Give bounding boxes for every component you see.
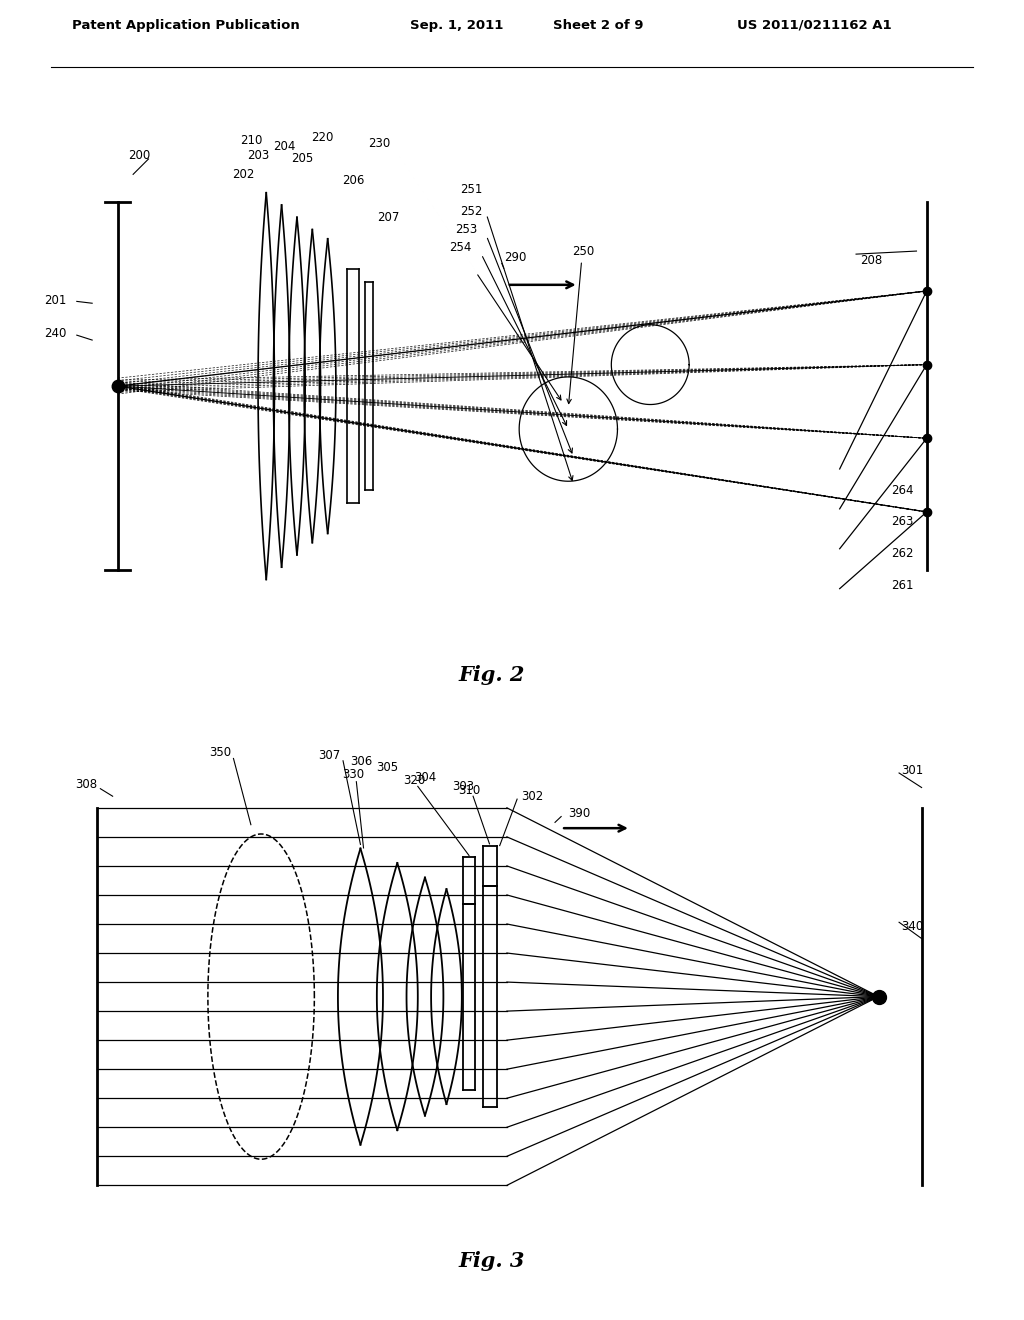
Text: 262: 262 <box>891 546 913 560</box>
Text: Sep. 1, 2011: Sep. 1, 2011 <box>410 18 503 32</box>
Text: 350: 350 <box>209 746 231 759</box>
Text: 253: 253 <box>455 223 477 236</box>
Text: 301: 301 <box>901 763 924 776</box>
Text: 210: 210 <box>240 135 262 147</box>
Text: 330: 330 <box>342 768 365 781</box>
Text: 340: 340 <box>901 920 924 933</box>
Text: 261: 261 <box>891 579 913 593</box>
Text: 203: 203 <box>247 149 269 162</box>
Text: 201: 201 <box>44 293 67 306</box>
Text: 307: 307 <box>318 748 341 762</box>
Text: 302: 302 <box>521 789 544 803</box>
Text: Patent Application Publication: Patent Application Publication <box>72 18 299 32</box>
Text: 200: 200 <box>128 149 151 162</box>
Text: 206: 206 <box>342 174 365 187</box>
Text: Sheet 2 of 9: Sheet 2 of 9 <box>553 18 643 32</box>
Text: 205: 205 <box>291 153 313 165</box>
Text: US 2011/0211162 A1: US 2011/0211162 A1 <box>737 18 892 32</box>
Text: Fig. 3: Fig. 3 <box>459 1251 524 1271</box>
Text: 202: 202 <box>232 168 255 181</box>
Text: 208: 208 <box>860 253 883 267</box>
Text: 230: 230 <box>368 137 390 150</box>
Text: 207: 207 <box>377 211 399 224</box>
Text: 220: 220 <box>311 131 334 144</box>
Text: 250: 250 <box>572 244 595 257</box>
Text: 290: 290 <box>504 251 526 264</box>
Text: 320: 320 <box>403 774 426 787</box>
Text: 305: 305 <box>376 760 398 774</box>
Text: 264: 264 <box>891 484 913 496</box>
Text: 304: 304 <box>414 771 436 784</box>
Text: 252: 252 <box>460 205 482 218</box>
Text: 303: 303 <box>452 780 474 793</box>
Text: 240: 240 <box>44 327 67 341</box>
Text: Fig. 2: Fig. 2 <box>459 664 524 685</box>
Text: 306: 306 <box>350 755 373 768</box>
Text: 254: 254 <box>450 242 472 255</box>
Text: 204: 204 <box>273 140 296 153</box>
Text: 310: 310 <box>458 784 480 797</box>
Text: 251: 251 <box>460 183 482 197</box>
Text: 263: 263 <box>891 515 913 528</box>
Text: 308: 308 <box>75 777 97 791</box>
Text: 390: 390 <box>568 807 591 820</box>
